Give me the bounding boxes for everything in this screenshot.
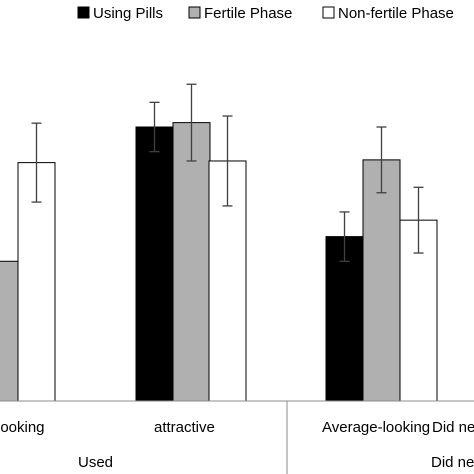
error-bar-s2-c2 <box>413 186 424 254</box>
legend-swatch-2 <box>322 6 335 19</box>
bar-s1-c0 <box>0 260 21 402</box>
bar-s1-c2 <box>362 159 401 402</box>
error-bar-s2-c1 <box>222 115 233 207</box>
legend-label-1: Fertile Phase <box>204 5 292 22</box>
group-label-0: Used <box>78 454 113 471</box>
error-bar-s0-c1 <box>149 101 160 153</box>
bar-s0-c2 <box>325 236 364 402</box>
legend-label-0: Using Pills <box>93 5 163 22</box>
category-label-3: Did ne <box>432 419 474 436</box>
legend-swatch-1 <box>188 6 201 19</box>
bar-s0-c1 <box>135 126 174 402</box>
error-bar-s2-c0 <box>31 122 42 203</box>
group-label-1: Did ne <box>431 454 474 471</box>
error-bar-s1-c2 <box>376 126 387 194</box>
category-label-0: -looking <box>0 419 45 436</box>
legend-label-2: Non-fertile Phase <box>338 5 454 22</box>
category-label-1: attractive <box>154 419 215 436</box>
bar-s1-c1 <box>172 122 211 402</box>
error-bar-s0-c2 <box>339 211 350 262</box>
category-label-2: Average-looking <box>322 419 430 436</box>
error-bar-s1-c1 <box>186 83 197 162</box>
legend-swatch-0 <box>77 6 90 19</box>
plot-area <box>0 83 438 402</box>
chart-legend: Using Pills Fertile Phase Non-fertile Phas… <box>77 5 454 22</box>
